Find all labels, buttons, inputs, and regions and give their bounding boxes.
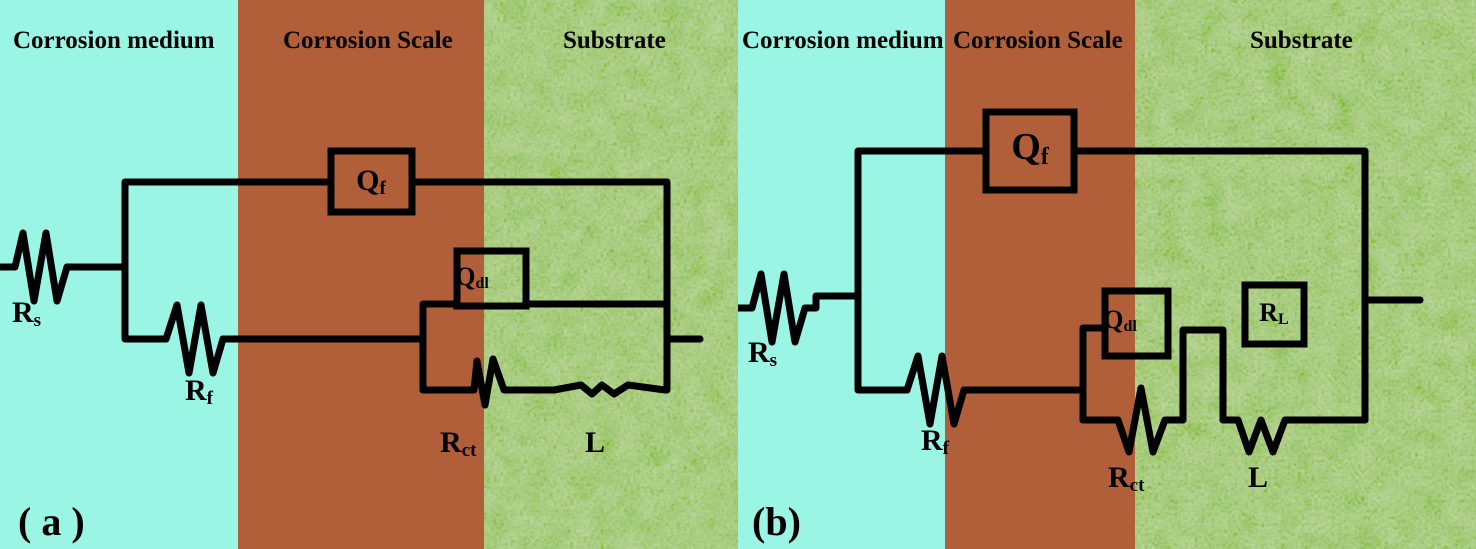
svg-text:Rf: Rf — [921, 424, 950, 459]
svg-text:Rct: Rct — [440, 426, 477, 461]
svg-text:Rf: Rf — [185, 374, 214, 409]
svg-text:Qdl: Qdl — [455, 262, 489, 292]
svg-text:L: L — [1248, 461, 1268, 494]
svg-text:Rct: Rct — [1108, 461, 1145, 496]
svg-text:Qf: Qf — [1011, 126, 1050, 170]
svg-text:Qdl: Qdl — [1103, 305, 1137, 335]
svg-text:RL: RL — [1259, 298, 1288, 328]
svg-text:Qf: Qf — [356, 164, 386, 199]
svg-text:L: L — [585, 426, 605, 459]
